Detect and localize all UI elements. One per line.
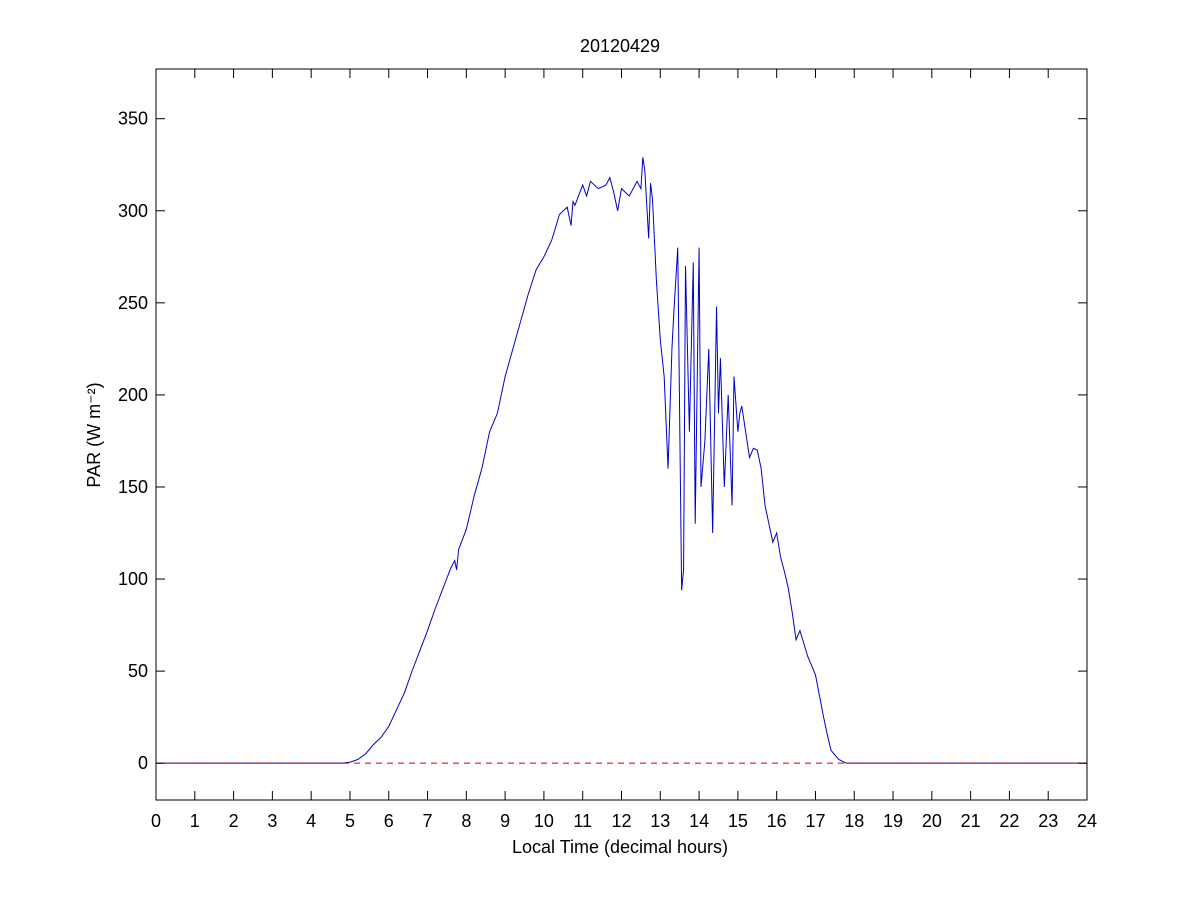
y-tick-label: 250: [118, 293, 148, 313]
chart-title: 20120429: [580, 36, 660, 56]
x-tick-label: 14: [689, 811, 709, 831]
y-axis: 0 50 100 150 200 250 300 350: [118, 109, 1087, 773]
x-tick-label: 15: [728, 811, 748, 831]
x-tick-label: 16: [767, 811, 787, 831]
x-tick-label: 6: [384, 811, 394, 831]
x-tick-label: 7: [423, 811, 433, 831]
x-tick-label: 3: [267, 811, 277, 831]
y-tick-label: 0: [138, 753, 148, 773]
x-tick-label: 10: [534, 811, 554, 831]
x-tick-label: 23: [1038, 811, 1058, 831]
x-axis-title: Local Time (decimal hours): [512, 837, 728, 857]
y-tick-label: 200: [118, 385, 148, 405]
x-tick-label: 5: [345, 811, 355, 831]
x-tick-label: 17: [805, 811, 825, 831]
x-tick-label: 21: [961, 811, 981, 831]
y-tick-label: 100: [118, 569, 148, 589]
x-tick-label: 12: [611, 811, 631, 831]
x-axis: 0 1 2 3 4 5 6 7 8 9 10 11 12 13 14 15 16 17 18 19 20 21 22 23 24: [151, 69, 1097, 831]
x-tick-label: 9: [500, 811, 510, 831]
y-tick-label: 350: [118, 109, 148, 129]
x-tick-label: 22: [999, 811, 1019, 831]
y-tick-label: 300: [118, 201, 148, 221]
x-tick-label: 11: [573, 811, 592, 831]
y-tick-label: 50: [128, 661, 148, 681]
x-tick-label: 19: [883, 811, 903, 831]
x-tick-label: 4: [306, 811, 316, 831]
y-tick-label: 150: [118, 477, 148, 497]
x-tick-label: 2: [229, 811, 239, 831]
x-tick-label: 24: [1077, 811, 1097, 831]
x-tick-label: 1: [190, 811, 200, 831]
x-tick-label: 0: [151, 811, 161, 831]
x-tick-label: 18: [844, 811, 864, 831]
x-tick-label: 13: [650, 811, 670, 831]
series-layer: [156, 157, 1087, 764]
y-axis-title: PAR (W m⁻²): [84, 382, 104, 487]
plot-area-frame: [155, 68, 1088, 801]
x-tick-label: 8: [461, 811, 471, 831]
x-tick-label: 20: [922, 811, 942, 831]
series-line-1: [156, 157, 1087, 764]
